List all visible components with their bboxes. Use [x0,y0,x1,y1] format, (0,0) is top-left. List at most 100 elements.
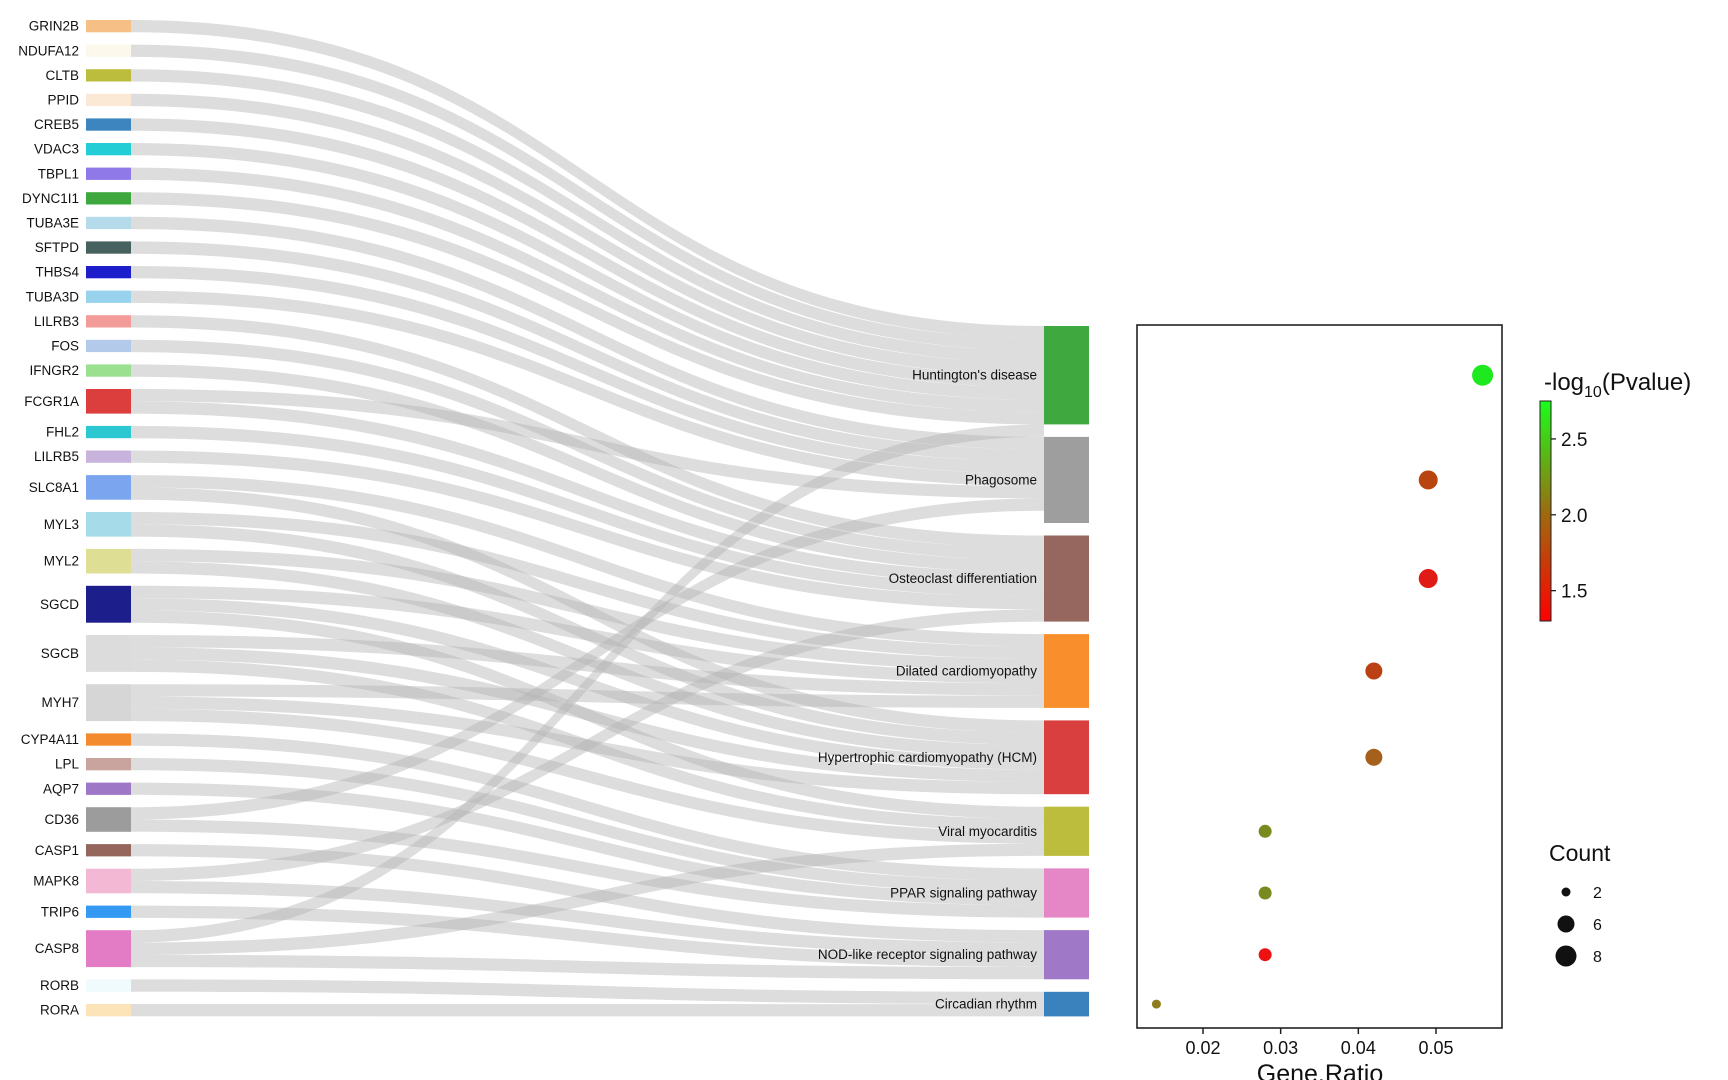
sankey-link [131,424,1044,943]
gene-label: CASP8 [35,941,79,956]
pathway-label: PPAR signaling pathway [890,886,1037,901]
sankey-link [131,118,1044,388]
pathway-label: Hypertrophic cardiomyopathy (HCM) [818,750,1037,765]
x-axis-title: Gene.Ratio [1257,1060,1383,1080]
gene-node [86,512,131,537]
sankey-link [131,93,1044,376]
gene-node [86,844,131,857]
gene-node [86,241,131,254]
sankey-link [131,192,1044,425]
gene-label: CYP4A11 [21,732,79,747]
size-legend: Count 2 6 8 [1549,840,1611,967]
gene-label: FHL2 [46,425,79,440]
gene-label: SGCB [41,646,79,661]
sankey-link [131,647,1044,782]
sankey-link [131,266,1044,474]
sankey-link [131,20,1044,339]
colorbar-tick-label: 2.0 [1561,506,1587,527]
gene-node [86,69,131,82]
dot-point [1418,569,1438,589]
gene-label: TUBA3D [26,289,80,304]
dot-point [1418,470,1438,490]
color-legend-title-suffix: (Pvalue) [1602,369,1691,396]
gene-label: LPL [55,757,80,772]
sankey-link [131,241,1044,462]
gene-node [86,44,131,57]
gene-node [86,733,131,746]
gene-label: MYL3 [44,517,79,532]
pathway-node [1044,634,1089,708]
gene-label: RORB [40,978,79,993]
gene-label: DYNC1I1 [22,191,79,206]
gene-node [86,684,131,722]
gene-node [86,167,131,180]
dot-point [1472,364,1494,386]
dot-point [1365,748,1383,766]
gene-node [86,782,131,795]
x-axis-ticks: 0.02 0.03 0.04 0.05 [1185,1028,1454,1058]
pathway-node [1044,326,1089,425]
gene-node [86,868,131,894]
gene-node [86,930,131,968]
gene-label: CLTB [45,68,79,83]
sankey-link [131,905,1044,967]
gene-label: SGCD [40,597,79,612]
gene-node [86,807,131,832]
gene-label: TBPL1 [38,166,79,181]
dot-point [1258,886,1272,900]
sankey-link [131,524,1044,745]
sankey-link [131,659,1044,832]
gene-node [86,548,131,574]
sankey-link [131,954,1044,980]
gene-node [86,339,131,353]
dot-plot: 0.02 0.03 0.04 0.05 Gene.Ratio [1136,324,1503,1080]
colorbar-tick-label: 2.5 [1561,430,1587,451]
pathway-label: Viral myocarditis [938,824,1037,839]
sankey-link [131,401,1044,585]
size-legend-dot [1557,915,1575,933]
sankey-link [131,364,1044,573]
color-legend: -log10(Pvalue) 1.5 2.0 2.5 [1539,369,1691,622]
gene-node [86,1004,131,1017]
gene-label: FCGR1A [24,394,79,409]
pathway-node [1044,535,1089,622]
sankey-pathway-nodes: Huntington's disease Phagosome Osteoclast … [818,326,1089,1017]
sankey-gene-nodes: GRIN2B NDUFA12 CLTB PPID CREB5 VDAC3 TBPL1 DYNC… [18,19,131,1018]
gene-label: LILRB3 [34,314,79,329]
sankey-link [131,498,1044,820]
sankey-link [131,339,1044,561]
gene-node [86,450,131,463]
sankey-link [131,475,1044,647]
sankey-link [131,684,1044,708]
sankey-link [131,635,1044,696]
size-legend-entries: 2 6 8 [1555,885,1602,967]
size-legend-dot [1555,945,1577,967]
gene-label: LILRB5 [34,449,79,464]
color-legend-title-prefix: -log [1544,369,1584,396]
gene-node [86,315,131,328]
gene-node [86,266,131,279]
color-legend-title: -log10(Pvalue) [1544,369,1691,401]
sankey-link [131,143,1044,400]
sankey-link [131,696,1044,795]
sankey-link [131,609,1044,881]
gene-label: FOS [51,338,79,353]
colorbar [1539,400,1552,622]
x-tick-label: 0.02 [1185,1038,1220,1058]
gene-label: GRIN2B [29,19,79,34]
gene-node [86,364,131,377]
pathway-node [1044,868,1089,918]
gene-node [86,143,131,156]
size-legend-label: 2 [1593,885,1602,902]
gene-label: MAPK8 [33,874,79,889]
sankey-link [131,979,1044,1005]
gene-node [86,216,131,230]
gene-label: THBS4 [35,265,79,280]
pathway-node [1044,991,1089,1017]
gene-label: CD36 [44,812,79,827]
sankey-link [131,315,1044,548]
pathway-label: Circadian rhythm [935,997,1037,1012]
size-legend-title: Count [1549,840,1611,866]
pathway-label: NOD-like receptor signaling pathway [818,947,1037,962]
gene-label: MYH7 [41,695,79,710]
